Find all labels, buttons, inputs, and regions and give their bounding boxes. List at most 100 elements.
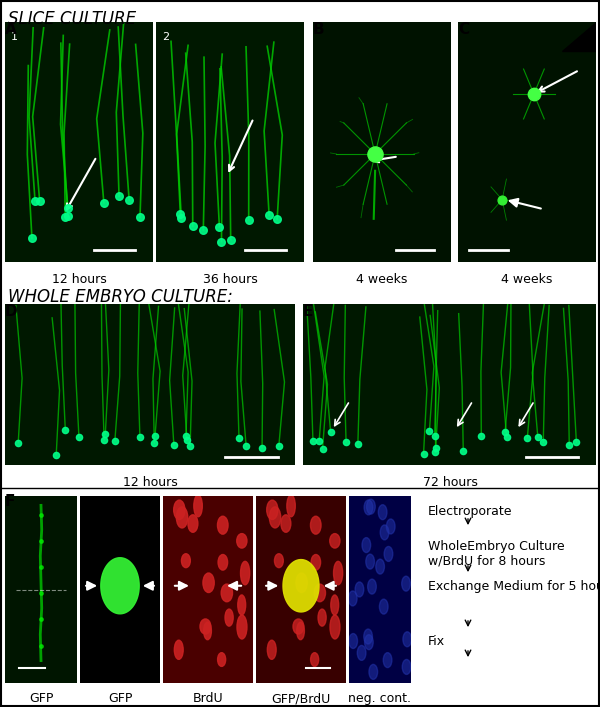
Point (124, 194, 134, 206)
Text: D: D (5, 304, 17, 319)
Ellipse shape (218, 653, 226, 667)
Ellipse shape (268, 641, 276, 660)
Point (36, 535, 46, 547)
FancyArrowPatch shape (465, 565, 471, 571)
Ellipse shape (269, 507, 281, 528)
Point (565, 440, 574, 451)
Point (431, 447, 440, 458)
Point (74, 432, 84, 443)
Point (36, 509, 46, 520)
Ellipse shape (221, 584, 233, 602)
Point (497, 194, 507, 205)
Ellipse shape (181, 554, 190, 568)
Ellipse shape (237, 534, 247, 548)
Ellipse shape (378, 505, 387, 520)
Point (523, 432, 532, 443)
Point (27, 233, 37, 244)
Ellipse shape (368, 579, 376, 594)
Polygon shape (283, 559, 319, 612)
Text: F: F (5, 494, 16, 509)
Ellipse shape (366, 554, 374, 569)
Point (500, 426, 510, 438)
Point (135, 432, 145, 443)
Point (314, 435, 324, 446)
Ellipse shape (376, 559, 385, 574)
Point (244, 214, 254, 226)
Point (241, 440, 251, 452)
Point (502, 431, 511, 443)
Ellipse shape (349, 591, 357, 606)
Ellipse shape (173, 500, 185, 520)
Point (370, 148, 380, 160)
Point (61, 424, 70, 436)
Point (36, 588, 46, 599)
Point (226, 234, 235, 245)
Ellipse shape (383, 653, 392, 667)
Text: neg. cont.: neg. cont. (349, 692, 412, 705)
Point (234, 432, 244, 443)
Point (63, 210, 73, 221)
Ellipse shape (357, 645, 366, 660)
Ellipse shape (310, 516, 321, 534)
Point (36, 640, 46, 651)
Point (13, 437, 23, 448)
Point (63, 203, 73, 214)
Text: 4 weeks: 4 weeks (502, 273, 553, 286)
Ellipse shape (297, 622, 304, 640)
Polygon shape (562, 22, 596, 51)
Ellipse shape (237, 615, 247, 639)
Ellipse shape (287, 495, 295, 517)
Text: BrdU: BrdU (193, 692, 223, 705)
Ellipse shape (266, 500, 278, 520)
Ellipse shape (203, 573, 214, 592)
Point (274, 440, 284, 452)
FancyArrowPatch shape (465, 518, 471, 524)
Ellipse shape (379, 599, 388, 614)
Text: GFP/BrdU: GFP/BrdU (271, 692, 331, 705)
Ellipse shape (274, 554, 283, 568)
Point (181, 431, 191, 442)
Point (318, 443, 328, 455)
Point (533, 431, 542, 443)
Text: 1: 1 (11, 32, 18, 42)
Point (199, 224, 208, 235)
Point (182, 434, 192, 445)
Text: 72 hours: 72 hours (422, 476, 478, 489)
Point (476, 431, 486, 442)
Point (30, 195, 40, 206)
Ellipse shape (238, 595, 245, 615)
Ellipse shape (241, 561, 250, 585)
Ellipse shape (403, 632, 412, 647)
Point (99, 197, 109, 209)
Point (61, 211, 70, 223)
Ellipse shape (311, 653, 319, 667)
Point (419, 448, 428, 460)
Ellipse shape (176, 507, 188, 528)
Ellipse shape (314, 584, 326, 602)
Text: Exchange Medium for 5 hours: Exchange Medium for 5 hours (428, 580, 600, 593)
Ellipse shape (311, 554, 320, 570)
Point (430, 430, 439, 441)
Text: Electroporate: Electroporate (428, 505, 512, 518)
Ellipse shape (318, 609, 326, 626)
Ellipse shape (365, 635, 373, 650)
Point (353, 438, 362, 450)
Point (326, 426, 335, 438)
Ellipse shape (281, 515, 291, 532)
Ellipse shape (200, 619, 211, 634)
Ellipse shape (331, 595, 338, 615)
Ellipse shape (330, 534, 340, 548)
Point (215, 221, 224, 233)
Point (265, 209, 274, 221)
Text: GFP: GFP (108, 692, 132, 705)
Text: 2: 2 (162, 32, 169, 42)
Ellipse shape (401, 576, 410, 591)
Ellipse shape (367, 499, 375, 514)
Ellipse shape (188, 515, 198, 532)
Point (572, 437, 581, 448)
Ellipse shape (384, 547, 393, 561)
Ellipse shape (330, 615, 340, 639)
Point (425, 425, 434, 436)
Ellipse shape (386, 519, 395, 534)
Ellipse shape (364, 500, 373, 515)
